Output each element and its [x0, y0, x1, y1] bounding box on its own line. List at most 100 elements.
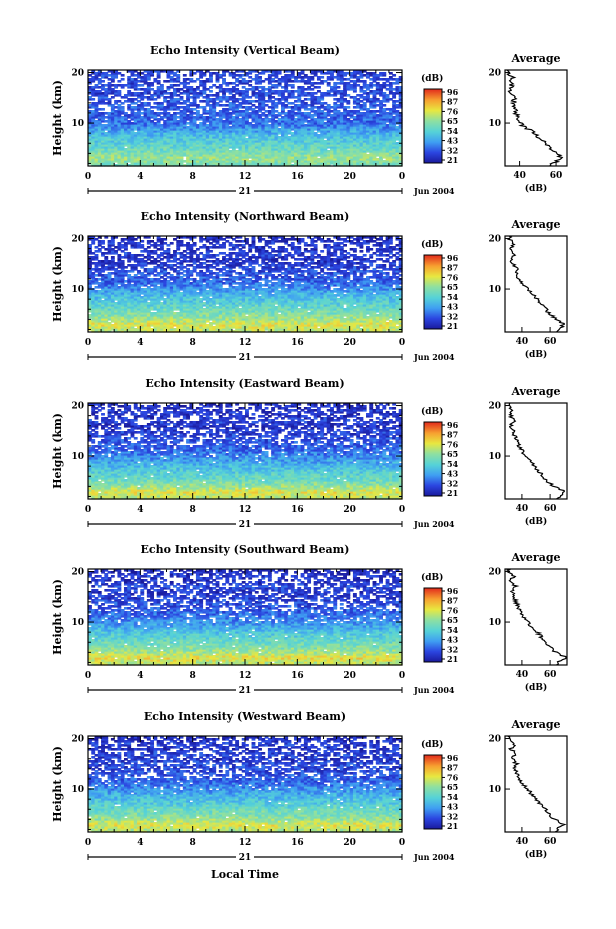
- heatmap-cell: [159, 156, 164, 159]
- heatmap-cell: [225, 158, 230, 161]
- heatmap-cell: [235, 160, 240, 163]
- heatmap-cell: [137, 164, 141, 167]
- heatmap-cell: [123, 160, 128, 163]
- heatmap-cell: [120, 158, 125, 161]
- heatmap-cell: [392, 160, 397, 163]
- heatmap-cell: [150, 144, 155, 147]
- heatmap-cell: [235, 150, 240, 153]
- heatmap-cell: [192, 148, 197, 151]
- heatmap-cell: [199, 150, 204, 153]
- heatmap-cell: [261, 144, 266, 147]
- heatmap-cell: [271, 152, 276, 155]
- heatmap-cell: [359, 164, 364, 167]
- heatmap-cell: [339, 152, 344, 155]
- colorbar: [423, 88, 443, 164]
- heatmap-cell: [169, 148, 174, 151]
- heatmap-cell: [107, 138, 112, 141]
- heatmap-cell: [222, 152, 226, 155]
- heatmap-cell: [218, 152, 223, 155]
- heatmap-cell: [248, 140, 253, 143]
- heatmap-cell: [114, 146, 119, 149]
- heatmap-cell: [362, 140, 367, 143]
- heatmap-cell: [143, 162, 148, 165]
- heatmap-cell: [146, 158, 151, 161]
- heatmap-cell: [369, 142, 374, 145]
- heatmap-cell: [123, 136, 128, 139]
- heatmap-cell: [362, 146, 367, 149]
- heatmap-cell: [352, 154, 357, 157]
- heatmap-cell: [372, 160, 377, 163]
- heatmap-cell: [362, 138, 367, 141]
- heatmap-cell: [395, 144, 400, 147]
- heatmap-cell: [352, 160, 357, 163]
- profile-x-tick-label: 40: [513, 171, 526, 181]
- heatmap-cell: [385, 154, 390, 157]
- heatmap-cell: [238, 164, 243, 167]
- y-axis-label: Height (km): [51, 80, 64, 156]
- heatmap-cell: [290, 152, 295, 155]
- heatmap-cell: [280, 144, 285, 147]
- heatmap-cell: [182, 152, 187, 155]
- heatmap-cell: [366, 164, 370, 167]
- heatmap-cell: [258, 144, 262, 147]
- heatmap-cell: [290, 144, 295, 147]
- heatmap-cell: [280, 164, 285, 167]
- heatmap-cell: [166, 140, 171, 143]
- heatmap-cell: [117, 142, 122, 145]
- heatmap-cell: [323, 144, 328, 147]
- heatmap-cell: [104, 162, 109, 165]
- heatmap-cell: [274, 160, 279, 163]
- heatmap-cell: [107, 160, 112, 163]
- heatmap-cell: [166, 156, 171, 159]
- heatmap-cell: [251, 162, 256, 165]
- heatmap-cell: [287, 164, 292, 167]
- heatmap-cell: [300, 148, 305, 151]
- heatmap-cell: [137, 142, 141, 145]
- heatmap-cell: [91, 162, 96, 165]
- heatmap-cell: [189, 148, 194, 151]
- heatmap-cell: [140, 158, 145, 161]
- heatmap-cell: [267, 164, 272, 167]
- heatmap-cell: [352, 152, 357, 155]
- heatmap-cell: [176, 140, 181, 143]
- heatmap-cell: [133, 142, 138, 145]
- heatmap-cell: [123, 156, 128, 159]
- heatmap-cell: [192, 138, 197, 141]
- heatmap-cell: [225, 138, 230, 141]
- heatmap-cell: [218, 148, 223, 151]
- heatmap-cell: [392, 162, 397, 165]
- heatmap-cell: [238, 146, 243, 149]
- heatmap-cell: [307, 140, 312, 143]
- heatmap-cell: [261, 142, 266, 145]
- heatmap-cell: [88, 156, 92, 159]
- heatmap-cell: [284, 146, 289, 149]
- heatmap-cell: [290, 156, 295, 159]
- heatmap-cell: [352, 142, 357, 145]
- heatmap-cell: [316, 150, 321, 153]
- heatmap-cell: [225, 152, 230, 155]
- heatmap-cell: [150, 142, 155, 145]
- colorbar-tick-label: 21: [447, 155, 458, 165]
- heatmap-cell: [294, 138, 298, 141]
- heatmap-cell: [310, 152, 315, 155]
- heatmap-cell: [215, 140, 220, 143]
- heatmap-cell: [313, 146, 318, 149]
- heatmap-cell: [307, 138, 312, 141]
- heatmap-cell: [123, 138, 128, 141]
- heatmap-cell: [280, 148, 285, 151]
- heatmap-cell: [379, 150, 383, 153]
- heatmap-cell: [267, 156, 272, 159]
- heatmap-cell: [398, 144, 403, 147]
- heatmap-cell: [91, 140, 96, 143]
- heatmap-cell: [245, 154, 249, 157]
- heatmap-cell: [140, 148, 145, 151]
- heatmap-cell: [258, 164, 262, 167]
- heatmap-cell: [388, 152, 393, 155]
- heatmap-cell: [385, 138, 390, 141]
- heatmap-cell: [186, 148, 190, 151]
- heatmap-cell: [123, 142, 128, 145]
- heatmap-cell: [284, 148, 289, 151]
- heatmap-cell: [251, 140, 256, 143]
- heatmap-cell: [300, 142, 305, 145]
- heatmap-cell: [320, 138, 325, 141]
